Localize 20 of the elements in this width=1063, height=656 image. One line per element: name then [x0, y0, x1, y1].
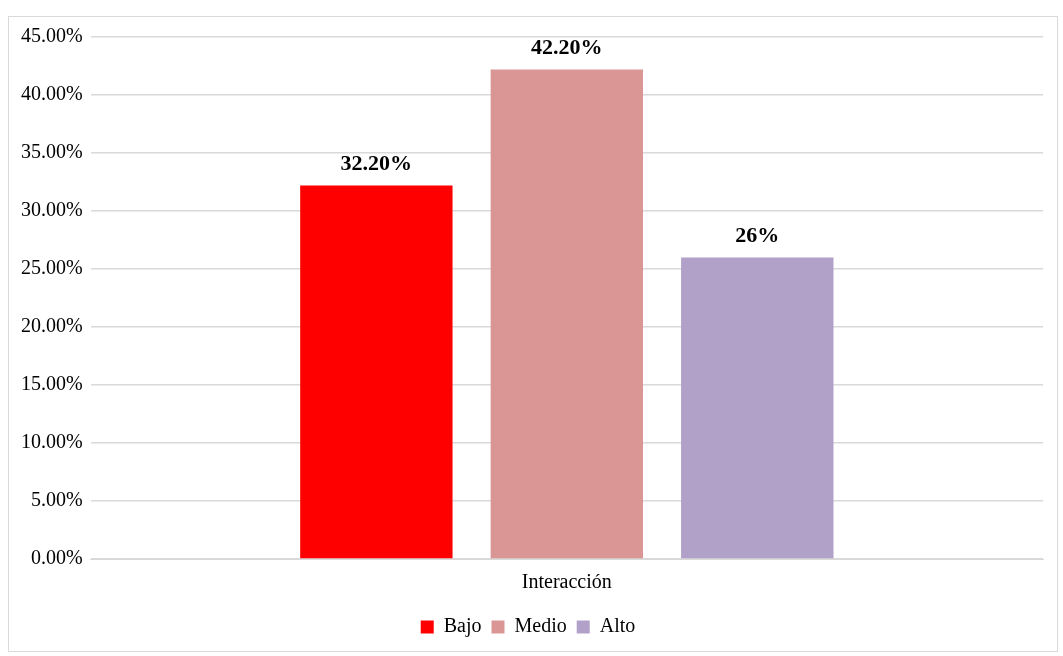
y-tick-label: 10.00%	[20, 430, 83, 453]
x-tick-label: Interacción	[521, 570, 612, 593]
y-tick-label: 40.00%	[20, 82, 83, 105]
y-tick-label: 45.00%	[20, 24, 83, 47]
y-tick-label: 25.00%	[20, 256, 83, 279]
legend-label: Bajo	[443, 614, 482, 638]
bar	[490, 69, 644, 559]
y-tick-label: 20.00%	[20, 314, 83, 337]
bar	[300, 185, 453, 559]
data-label: 42.20%	[531, 34, 603, 60]
legend-label: Medio	[514, 614, 567, 637]
legend-label: Alto	[599, 614, 636, 637]
bar	[681, 257, 834, 559]
y-tick-label: 35.00%	[20, 140, 83, 163]
y-tick-label: 15.00%	[20, 372, 83, 395]
y-tick-label: 5.00%	[30, 488, 83, 511]
y-tick-label: 30.00%	[20, 198, 83, 221]
data-label: 26%	[735, 222, 780, 248]
data-label: 32.20%	[340, 150, 413, 176]
y-tick-label: 0.00%	[30, 546, 83, 569]
